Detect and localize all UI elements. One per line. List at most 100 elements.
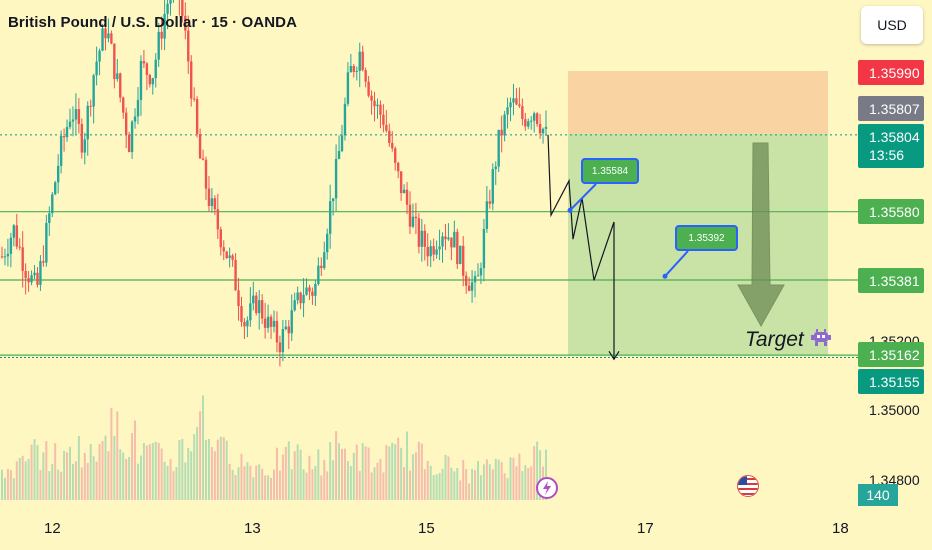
volume-bar (338, 443, 341, 500)
candle-body (260, 300, 264, 319)
volume-bar (243, 466, 246, 500)
volume-bar (432, 475, 435, 500)
volume-bar (317, 449, 320, 500)
volume-bar (394, 444, 397, 500)
candle-body (204, 159, 208, 189)
callout-1-dot (567, 207, 573, 213)
candle-body (399, 171, 403, 194)
volume-bar (205, 439, 207, 500)
candle-body (355, 70, 358, 72)
volume-bar (42, 452, 45, 500)
volume-bar (397, 437, 400, 500)
volume-bar (335, 431, 338, 500)
volume-bar (293, 451, 296, 500)
volume-bar (63, 451, 66, 500)
candle-body (320, 265, 323, 269)
candle-body (497, 129, 500, 167)
volume-bar (213, 451, 216, 500)
candle-body (246, 320, 249, 327)
lightning-bolt-icon[interactable] (536, 477, 558, 499)
volume-bar (110, 407, 113, 500)
candle-body (3, 256, 7, 258)
candle-body (290, 310, 293, 334)
candle-body (512, 98, 515, 103)
volume-bar (494, 458, 497, 500)
candle-body (216, 209, 220, 230)
candle-body (130, 121, 134, 153)
volume-bar (193, 434, 196, 500)
candle-body (343, 103, 347, 136)
volume-bar (281, 454, 284, 500)
volume-bar (231, 469, 234, 500)
candle-body (92, 75, 95, 107)
level-label-3: 1.35162 (858, 342, 924, 367)
candle-body (255, 295, 258, 314)
candle-body (51, 194, 54, 214)
candle-body (521, 106, 524, 120)
candle-body (423, 230, 426, 247)
candle-body (535, 113, 539, 125)
volume-bar (1, 469, 3, 500)
volume-bar (240, 453, 243, 500)
candle-body (21, 247, 24, 271)
candle-body (479, 268, 483, 276)
volume-bar (27, 458, 30, 500)
volume-bar (453, 471, 456, 500)
volume-bar (352, 452, 355, 500)
candle-body (544, 126, 548, 129)
volume-bar (329, 442, 332, 500)
volume-bar (275, 447, 278, 500)
candle-body (281, 329, 285, 353)
candle-body (308, 287, 311, 292)
volume-bar (370, 472, 373, 500)
candle-body (225, 251, 228, 258)
candle-body (388, 130, 391, 143)
candle-body (231, 255, 234, 260)
candle-body (116, 73, 119, 80)
candle-body (450, 237, 453, 248)
candle-body (142, 61, 146, 64)
volume-bar (326, 471, 329, 500)
volume-bar (21, 455, 24, 500)
volume-bar (332, 460, 335, 500)
volume-bar (406, 431, 409, 500)
candle-body (453, 231, 456, 248)
candle-body (349, 66, 353, 73)
candle-body (364, 70, 367, 82)
us-flag-icon[interactable] (737, 475, 759, 497)
callout-2[interactable]: 1.35392 (675, 225, 738, 251)
candle-body (482, 228, 486, 269)
candle-body (302, 294, 305, 304)
candle-body (222, 247, 225, 252)
volume-bar (9, 470, 12, 500)
volume-bar (485, 459, 488, 500)
candle-body (136, 99, 140, 117)
volume-bar (491, 469, 494, 500)
volume-bar (199, 411, 202, 500)
candle-body (518, 104, 521, 107)
volume-bar (308, 455, 311, 500)
volume-bar (116, 411, 119, 500)
volume-bar (420, 443, 423, 500)
candle-body (195, 99, 199, 134)
candles (0, 0, 548, 367)
currency-button[interactable]: USD (861, 6, 923, 44)
candle-body (405, 189, 409, 205)
candle-body (485, 201, 489, 229)
candle-body (509, 102, 512, 108)
candle-body (287, 326, 290, 334)
candle-body (462, 245, 465, 276)
candle-body (124, 112, 128, 135)
candle-body (432, 246, 435, 255)
volume-bar (417, 441, 420, 500)
candle-body (74, 109, 78, 120)
volume-bar (95, 461, 98, 500)
volume-bar (30, 444, 33, 500)
candle-body (201, 158, 205, 160)
volume-bar (341, 448, 343, 500)
volume-bar (305, 472, 308, 500)
callout-1[interactable]: 1.35584 (581, 158, 639, 184)
volume-bar (349, 466, 352, 500)
candle-body (9, 237, 13, 254)
